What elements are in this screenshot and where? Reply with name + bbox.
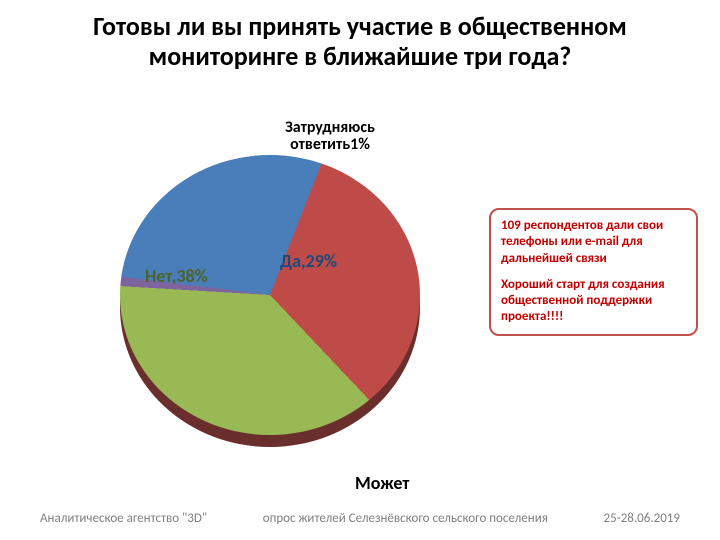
callout-line-1: 109 респондентов дали свои телефоны или … bbox=[501, 218, 686, 267]
slice-label-maybe: Может bbox=[355, 472, 409, 494]
footer-left: Аналитическое агентство "3D" bbox=[40, 511, 207, 526]
footer-center: опрос жителей Селезнёвского сельского по… bbox=[263, 511, 548, 526]
pie-top-face bbox=[120, 155, 420, 435]
slice-label-hard-pct: 1% bbox=[350, 135, 370, 154]
slice-label-no: Нет,38% bbox=[145, 265, 208, 287]
chart-title: Готовы ли вы принять участие в обществен… bbox=[40, 12, 680, 72]
footer-right: 25-28.06.2019 bbox=[604, 511, 680, 526]
callout-line-2: Хороший старт для создания общественной … bbox=[501, 277, 686, 326]
slice-label-yes: Да,29% bbox=[280, 250, 337, 272]
callout-box: 109 респондентов дали свои телефоны или … bbox=[489, 208, 698, 336]
slice-label-hard-to-answer: Затрудняюсь ответить1% bbox=[230, 120, 430, 154]
slice-label-hard-line2: ответить bbox=[290, 135, 350, 154]
callout-spacer bbox=[501, 267, 686, 277]
footer: Аналитическое агентство "3D" опрос жител… bbox=[0, 511, 720, 526]
pie-chart: Да,29% Нет,38% bbox=[120, 155, 420, 455]
